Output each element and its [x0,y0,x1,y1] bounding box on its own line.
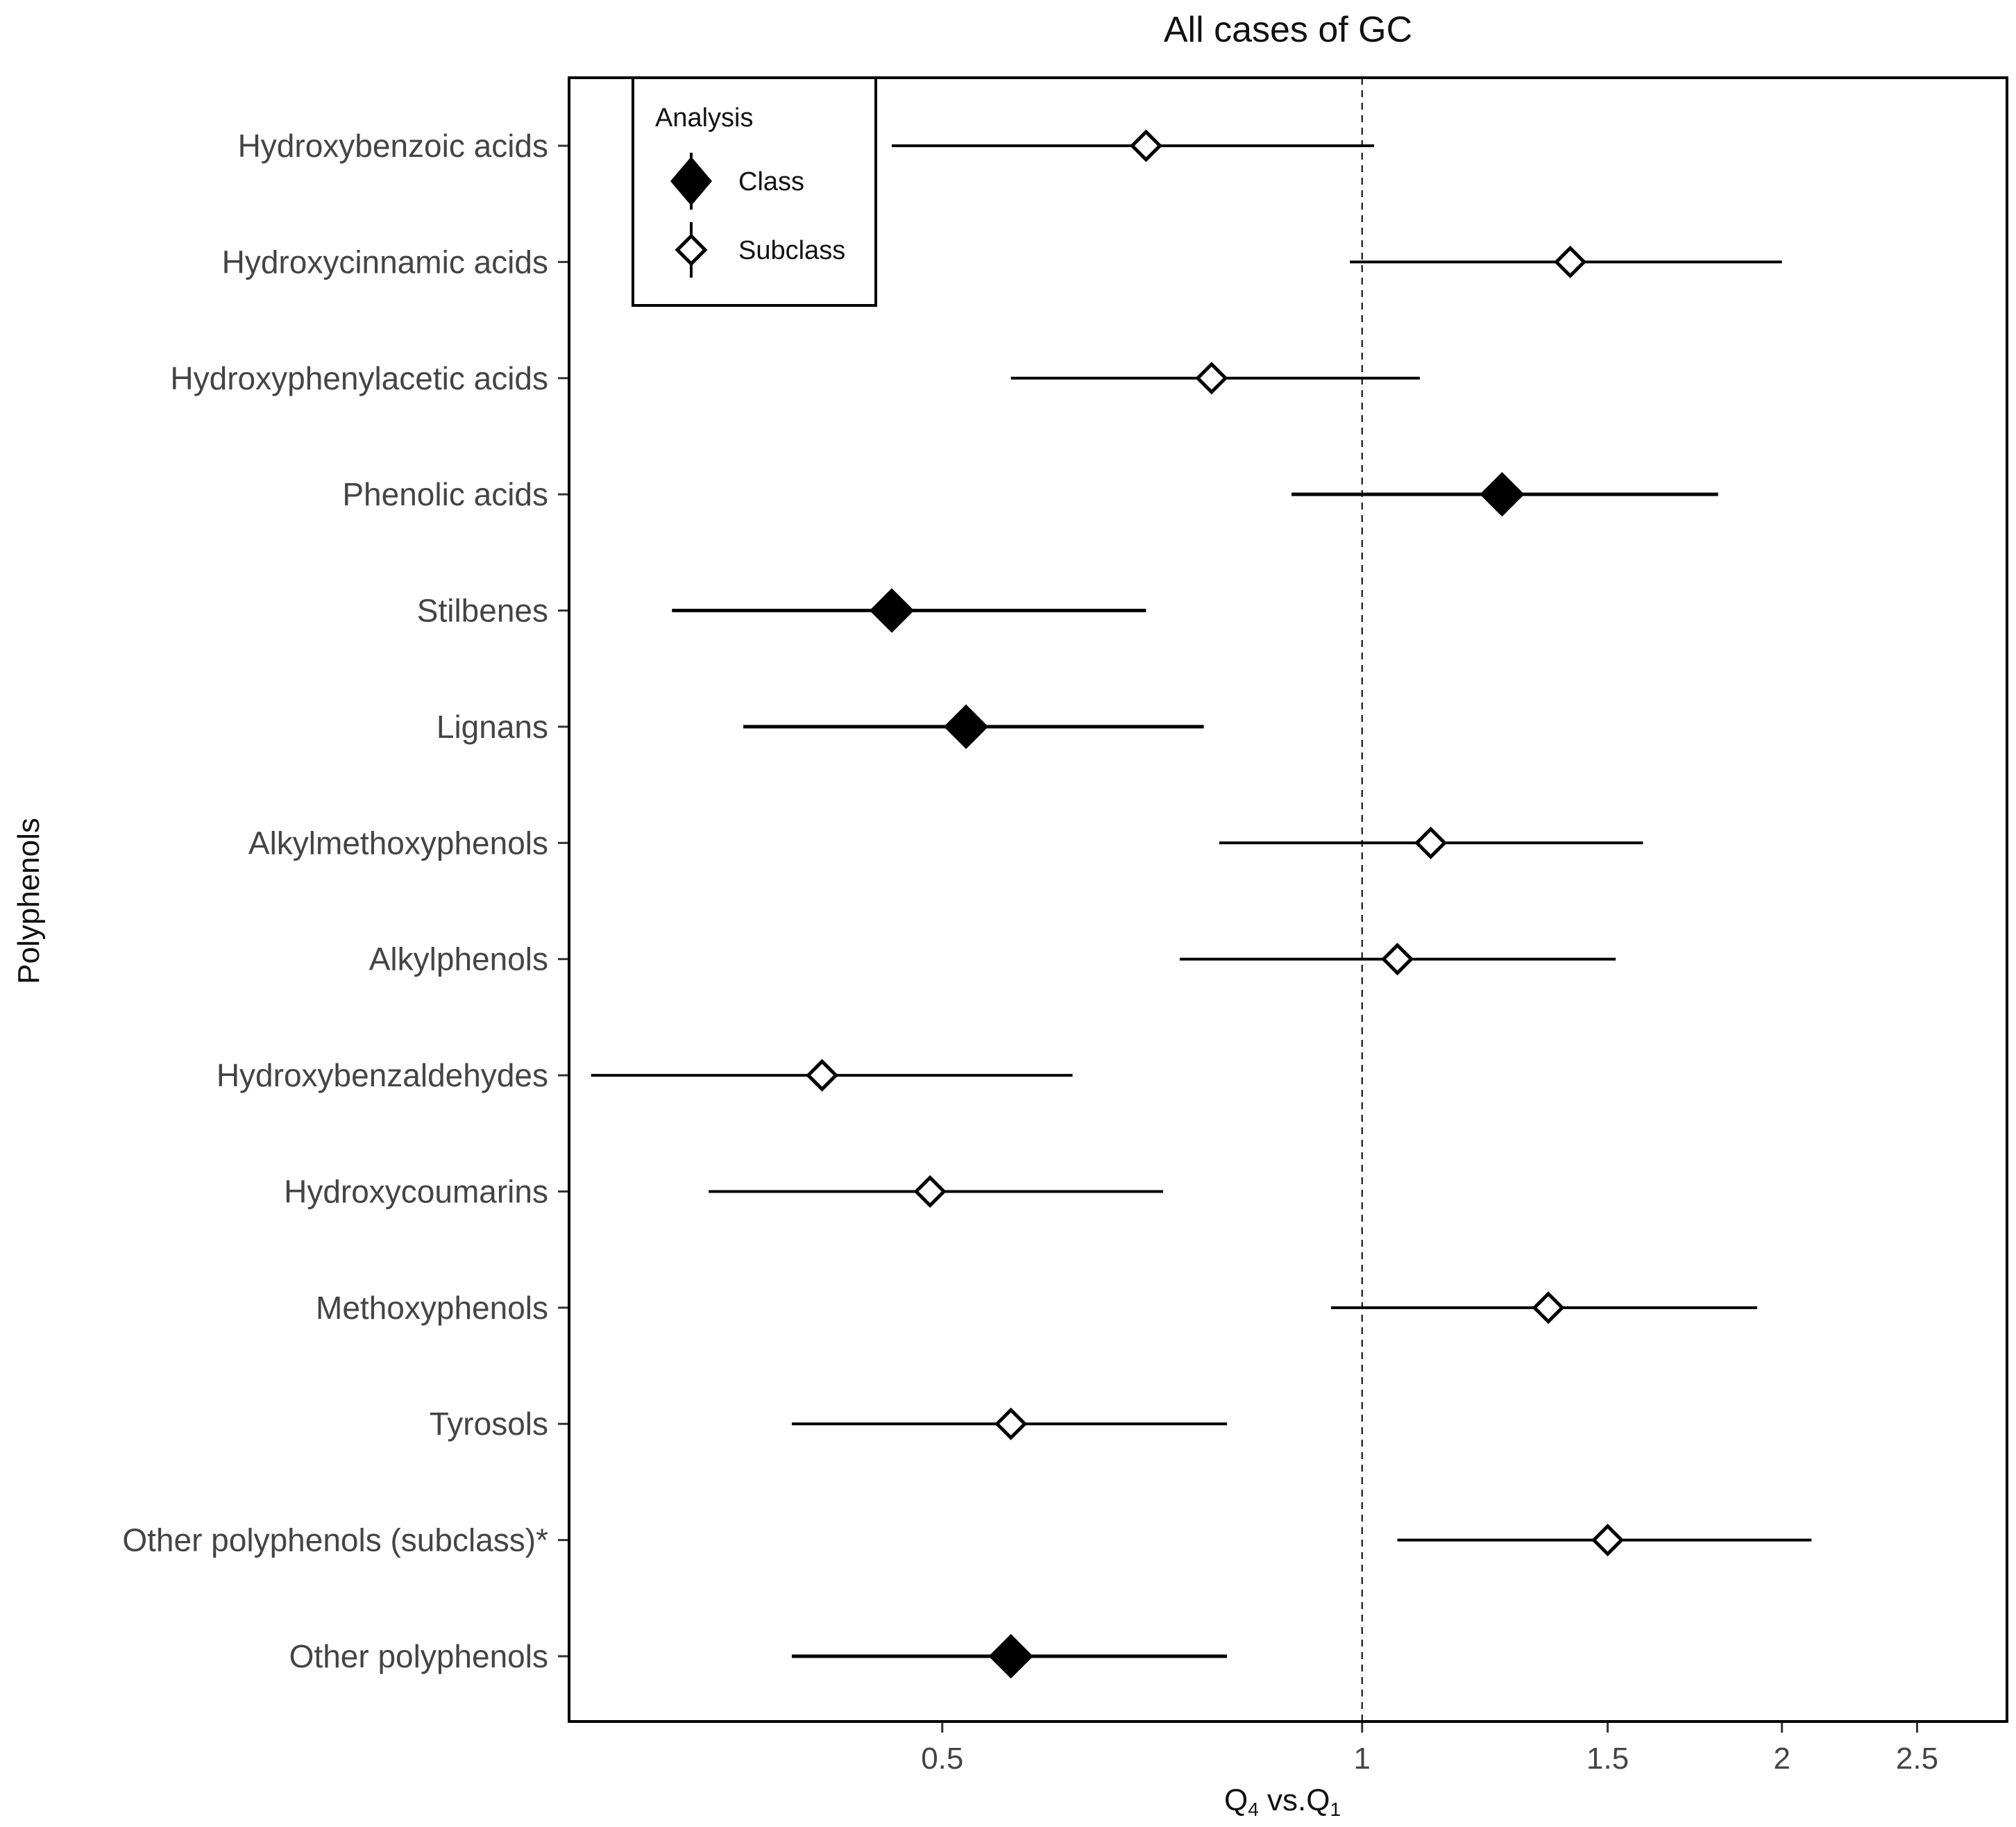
plot-marks: 0.5 1 1.5 2 2.5 Hydroxybenzoic acids Hydroxyci… [122,78,1938,1776]
x-axis-label-q: Q [1224,1783,1248,1817]
y-tick-label: Hydroxybenzaldehydes [217,1057,548,1093]
point-estimate-class [988,1633,1033,1679]
point-estimate-subclass [913,1174,947,1208]
point-estimate-subclass [1381,943,1414,976]
point-estimate-subclass [806,1059,839,1092]
y-tick-label: Hydroxyphenylacetic acids [170,360,548,396]
y-tick-label: Other polyphenols [289,1638,548,1674]
point-estimate-subclass [1129,129,1162,162]
y-tick-label: Hydroxycoumarins [284,1173,548,1209]
y-tick-label: Alkylphenols [369,941,548,977]
x-tick-label: 0.5 [921,1742,963,1776]
x-tick-label: 1 [1354,1742,1371,1776]
point-estimate-class [869,588,915,633]
point-estimate-subclass [1195,362,1228,395]
x-axis-label-sub-b: 1 [1330,1799,1341,1820]
x-tick-label: 2 [1773,1742,1790,1776]
point-estimate-class [1480,472,1525,517]
point-estimate-subclass [1414,826,1448,859]
y-tick-label: Stilbenes [417,593,548,629]
y-tick-label: Methoxyphenols [316,1290,548,1326]
point-estimate-subclass [994,1407,1028,1440]
legend-title: Analysis [655,103,754,133]
legend-box [632,76,877,307]
y-tick-label: Tyrosols [430,1406,548,1442]
y-tick-label: Phenolic acids [342,476,548,512]
y-tick-label: Alkylmethoxyphenols [248,825,548,861]
legend-label-subclass: Subclass [738,236,845,265]
y-axis-label: Polyphenols [12,818,46,984]
plot-panel-border [568,76,2008,1723]
chart-title: All cases of GC [1164,10,1412,50]
point-estimate-subclass [1532,1291,1565,1324]
point-estimate-subclass [1591,1524,1625,1557]
y-tick-label: Lignans [437,709,548,745]
x-tick-label: 1.5 [1586,1742,1629,1776]
x-axis-label-sub-a: 4 [1248,1799,1259,1820]
y-tick-label: Other polyphenols (subclass)* [122,1522,548,1558]
y-tick-label: Hydroxycinnamic acids [222,244,548,280]
x-axis-label-mid: vs.Q [1259,1783,1330,1817]
x-tick-label: 2.5 [1896,1742,1938,1776]
y-tick-label: Hydroxybenzoic acids [238,128,548,164]
point-estimate-class [943,704,989,750]
legend-subclass-marker-icon [675,233,708,267]
legend-class-marker-icon [670,156,712,206]
x-axis-label: Q4 vs.Q1 [1224,1783,1341,1820]
point-estimate-subclass [1554,245,1587,278]
legend: Analysis Class Subclass [632,76,877,307]
legend-label-class: Class [738,167,804,196]
